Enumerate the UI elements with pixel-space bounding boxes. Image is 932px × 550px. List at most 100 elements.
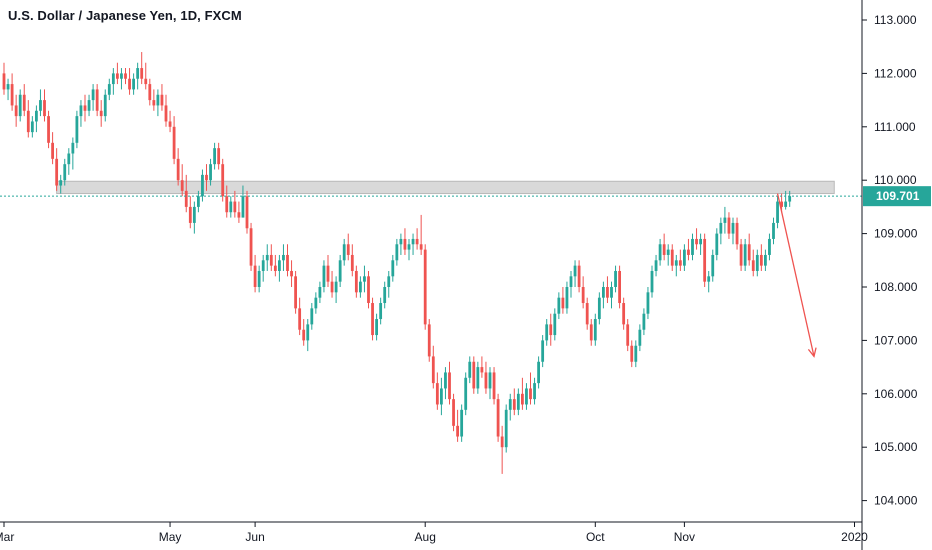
candle-body (634, 345, 638, 362)
candle-down (95, 84, 99, 117)
candle-down (371, 297, 374, 341)
candle-body (278, 260, 281, 271)
candle-body (468, 361, 472, 378)
candle-body (743, 244, 747, 266)
candle-up (541, 335, 545, 368)
candle-down (99, 100, 103, 127)
candle-down (188, 196, 192, 229)
candle-body (22, 94, 26, 111)
candle-body (658, 244, 662, 261)
candle-down (678, 249, 682, 271)
candle-down (492, 367, 496, 405)
candle-body (695, 238, 698, 245)
candle-up (201, 169, 204, 202)
candle-down (116, 62, 119, 85)
candle-down (346, 233, 350, 261)
resistance-zone[interactable] (56, 180, 835, 195)
candle-down (561, 287, 565, 314)
candle-body (265, 254, 269, 261)
candle-up (359, 276, 362, 298)
candle-up (776, 196, 779, 229)
candle-body (472, 361, 476, 389)
candle-body (618, 270, 621, 304)
candle-up (476, 361, 480, 394)
candle-body (496, 399, 500, 437)
candle-down (217, 142, 221, 170)
candle-body (577, 265, 581, 287)
candle-down (168, 110, 172, 133)
candle-down (330, 270, 334, 298)
candle-body (678, 260, 682, 266)
candle-up (35, 105, 38, 133)
candle-down (140, 52, 144, 85)
candle-body (314, 297, 318, 309)
overlay-layer (0, 193, 862, 358)
candle-body (302, 329, 306, 341)
y-tick-label: 107.000 (874, 333, 918, 347)
candle-body (95, 89, 99, 111)
candle-body (350, 254, 354, 271)
candle-body (606, 287, 609, 298)
candle-up (610, 281, 613, 309)
candle-down (51, 132, 54, 165)
candle-body (719, 222, 723, 234)
candle-body (156, 94, 160, 106)
candle-body (687, 249, 690, 255)
candle-body (573, 265, 577, 277)
candle-body (55, 158, 59, 186)
candle-body (561, 297, 565, 309)
candle-body (444, 372, 447, 389)
candle-up (67, 148, 71, 175)
candle-body (484, 372, 488, 389)
candle-up (646, 287, 650, 320)
candle-body (201, 174, 204, 197)
candle-body (755, 254, 759, 271)
candle-body (419, 244, 423, 250)
candle-body (403, 238, 407, 250)
candle-down (549, 313, 553, 346)
candle-down (184, 174, 188, 213)
candle-body (707, 276, 711, 282)
candle-down (176, 148, 180, 186)
projection-arrow-line[interactable] (776, 193, 815, 357)
candle-down (581, 276, 585, 309)
candle-body (116, 73, 119, 79)
candle-body (221, 164, 225, 197)
candle-body (452, 399, 455, 426)
time-axis[interactable]: Mar May Jun Aug Oct Nov 2020 (0, 521, 868, 544)
candle-body (735, 222, 739, 245)
candle-body (75, 116, 79, 143)
candle-down (160, 84, 164, 111)
candle-up (229, 196, 233, 218)
candle-up (444, 367, 447, 400)
candle-up (383, 281, 387, 309)
candle-body (310, 308, 314, 325)
candle-body (626, 324, 630, 346)
candle-body (683, 249, 686, 266)
candle-up (723, 206, 727, 234)
y-tick-label: 105.000 (874, 440, 918, 454)
candle-down (751, 249, 755, 277)
candle-body (197, 196, 200, 207)
candle-down (128, 68, 131, 95)
candle-down (759, 244, 763, 271)
candle-body (144, 78, 148, 85)
candle-down (452, 393, 455, 432)
candle-up (75, 110, 79, 149)
candle-body (553, 313, 557, 336)
candle-body (500, 436, 504, 448)
candle-body (237, 212, 241, 218)
candle-down (626, 319, 630, 352)
price-axis[interactable]: 113.000 112.000 111.000 110.000 109.000 108.0… (861, 0, 931, 550)
candles-layer (2, 52, 792, 474)
candle-down (500, 425, 504, 474)
candle-body (346, 244, 350, 255)
candle-down (233, 190, 237, 218)
candle-down (273, 254, 277, 277)
candle-up (755, 249, 759, 277)
candle-body (363, 276, 366, 282)
candle-body (521, 393, 524, 405)
candle-up (699, 233, 702, 255)
candle-up (731, 217, 735, 245)
